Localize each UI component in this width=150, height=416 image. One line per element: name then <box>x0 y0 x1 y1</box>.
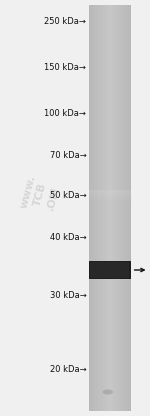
Bar <box>111 5 112 411</box>
Bar <box>120 5 122 411</box>
Bar <box>91 263 129 277</box>
Bar <box>126 5 127 411</box>
Bar <box>127 5 128 411</box>
Bar <box>130 5 131 411</box>
Text: 150 kDa→: 150 kDa→ <box>44 64 86 72</box>
Text: 40 kDa→: 40 kDa→ <box>50 233 86 242</box>
Bar <box>89 190 131 192</box>
Bar <box>125 5 126 411</box>
Bar <box>100 5 102 411</box>
Bar <box>128 5 129 411</box>
Bar <box>91 263 129 277</box>
Bar <box>105 5 106 411</box>
Bar <box>94 5 95 411</box>
Bar <box>89 261 131 279</box>
Bar <box>90 262 129 277</box>
Bar <box>89 194 131 196</box>
Bar <box>90 5 91 411</box>
Bar <box>102 5 103 411</box>
Bar <box>119 5 120 411</box>
Bar <box>114 5 115 411</box>
Bar <box>92 5 93 411</box>
Bar <box>89 192 131 194</box>
Bar <box>90 262 130 278</box>
Bar <box>116 5 117 411</box>
Bar <box>92 264 128 276</box>
Bar <box>89 196 131 198</box>
Bar <box>90 262 130 278</box>
Bar <box>98 5 99 411</box>
Text: www.
TCB
.OM: www. TCB .OM <box>18 174 63 216</box>
Bar <box>99 5 100 411</box>
Bar <box>95 5 96 411</box>
Text: 50 kDa→: 50 kDa→ <box>50 191 86 201</box>
Bar <box>89 198 131 200</box>
Bar <box>93 5 94 411</box>
Text: 30 kDa→: 30 kDa→ <box>50 290 86 300</box>
Bar <box>96 5 97 411</box>
Bar <box>118 5 119 411</box>
Bar <box>91 263 129 277</box>
Bar <box>90 262 130 278</box>
Ellipse shape <box>103 389 113 394</box>
Bar <box>103 5 104 411</box>
Text: 100 kDa→: 100 kDa→ <box>44 109 86 117</box>
Bar <box>89 200 131 202</box>
Bar <box>104 5 105 411</box>
Bar <box>108 5 109 411</box>
Bar <box>112 5 113 411</box>
Text: 70 kDa→: 70 kDa→ <box>50 151 86 159</box>
Text: 20 kDa→: 20 kDa→ <box>50 366 86 374</box>
Bar <box>124 5 125 411</box>
Bar <box>117 5 118 411</box>
Bar <box>123 5 124 411</box>
Text: 250 kDa→: 250 kDa→ <box>44 17 86 27</box>
Bar <box>89 5 90 411</box>
Bar <box>122 5 123 411</box>
Bar <box>91 5 92 411</box>
Bar <box>109 5 110 411</box>
Bar <box>110 5 111 411</box>
Bar <box>90 262 129 278</box>
Bar <box>115 5 116 411</box>
Bar <box>113 5 114 411</box>
Bar <box>106 5 107 411</box>
Bar <box>89 261 131 279</box>
Bar <box>129 5 130 411</box>
Bar <box>107 5 108 411</box>
Bar <box>97 5 98 411</box>
